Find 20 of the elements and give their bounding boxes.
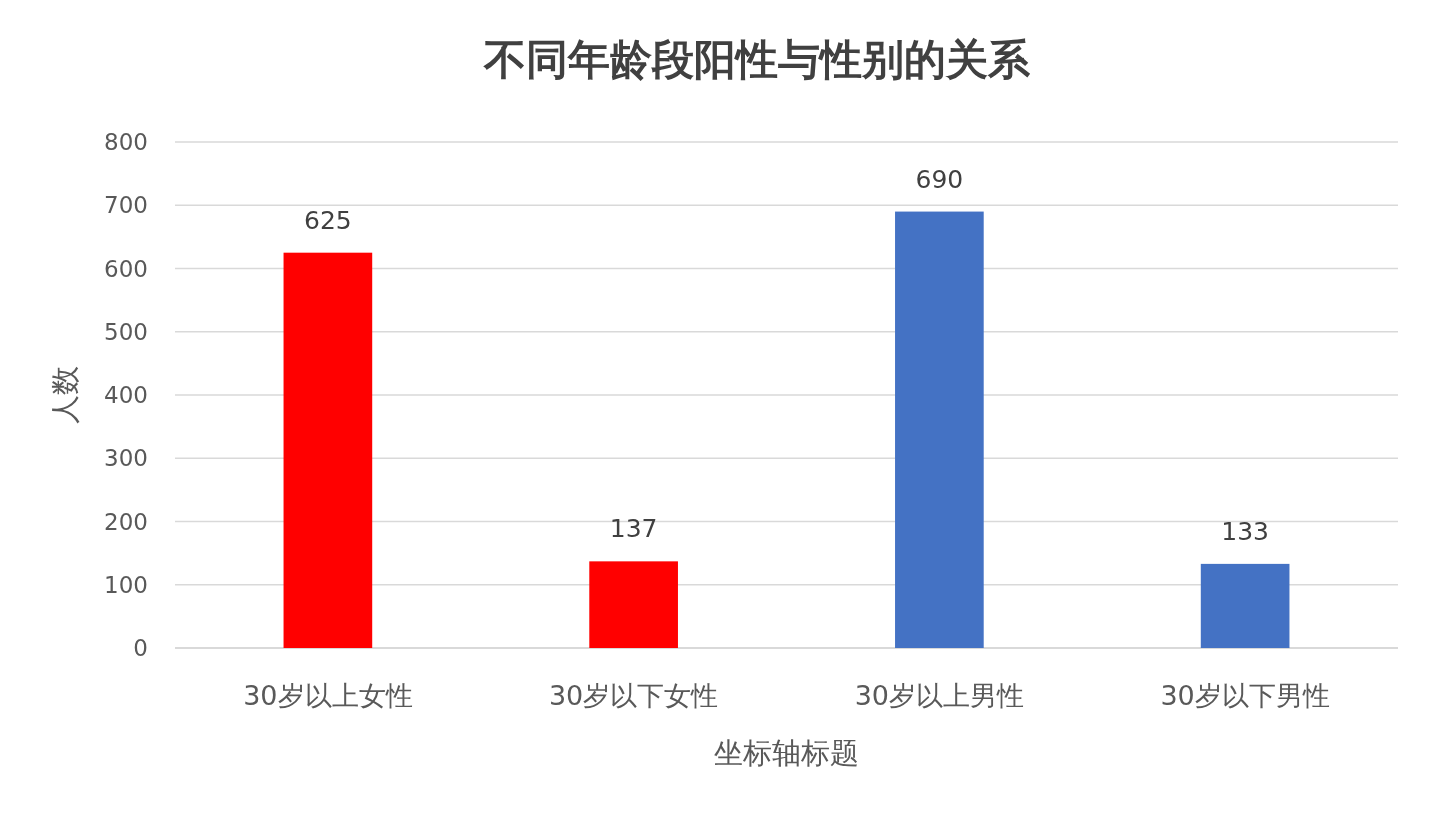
y-tick-label: 400 [104, 382, 148, 408]
y-tick-label: 600 [104, 255, 148, 282]
x-tick-label: 30岁以下男性 [1160, 680, 1330, 711]
data-label: 690 [915, 164, 964, 194]
y-tick-label: 300 [104, 445, 148, 472]
x-axis-title: 坐标轴标题 [714, 736, 859, 770]
x-tick-label: 30岁以上女性 [243, 680, 413, 711]
x-tick-label: 30岁以上男性 [854, 680, 1025, 711]
y-tick-label: 100 [104, 571, 148, 598]
chart-title: 不同年龄段阳性与性别的关系 [483, 35, 1031, 84]
y-tick-label: 800 [104, 129, 148, 155]
data-label: 133 [1221, 516, 1269, 546]
data-label: 625 [304, 205, 352, 235]
y-axis-title: 人数 [48, 366, 82, 424]
y-tick-label: 200 [104, 508, 148, 535]
y-tick-label: 500 [104, 318, 148, 345]
data-label: 137 [609, 514, 658, 544]
y-tick-label: 0 [133, 635, 148, 661]
y-tick-label: 700 [104, 192, 148, 219]
x-tick-label: 30岁以下女性 [548, 680, 719, 711]
